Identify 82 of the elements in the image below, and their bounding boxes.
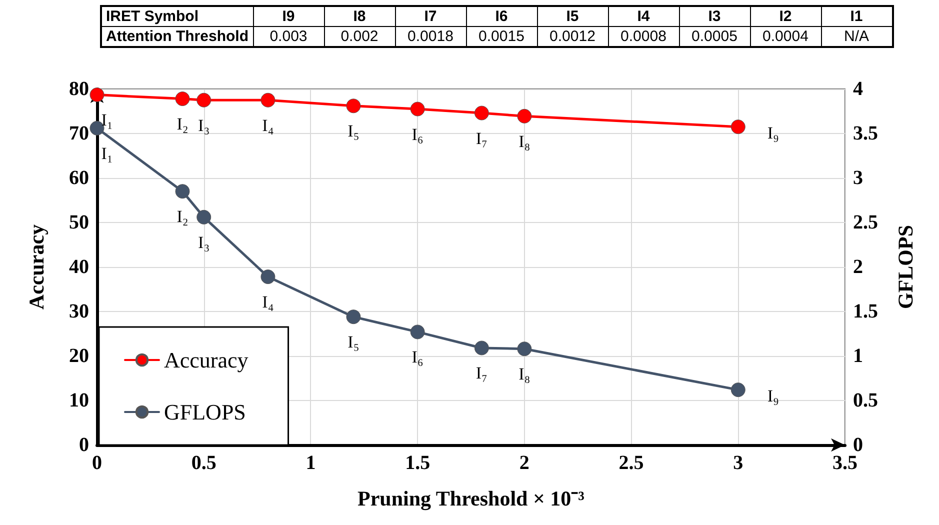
data-label: I₄ — [262, 116, 274, 135]
y-axis-title: Accuracy — [24, 224, 48, 310]
point — [474, 106, 489, 120]
text: 0.003 — [253, 26, 324, 47]
text: I8 — [324, 6, 395, 26]
y-tick-label: 40 — [69, 256, 89, 278]
y-tick-label: 20 — [69, 345, 89, 367]
x-tick-label: 2 — [519, 452, 530, 474]
data-label: I₅ — [348, 332, 360, 352]
point — [730, 120, 746, 134]
legend-label: GFLOPS — [164, 400, 246, 424]
data-label: I₁ — [101, 144, 113, 163]
point — [260, 270, 276, 284]
data-label: I₂ — [176, 114, 188, 134]
text: I2 — [750, 6, 821, 26]
y-tick-label: 30 — [69, 300, 89, 322]
text: IRET Symbol — [101, 6, 253, 26]
point — [410, 102, 425, 116]
text: I5 — [537, 6, 608, 26]
text: 0.0012 — [537, 26, 608, 47]
text: 0.0018 — [395, 26, 466, 47]
point — [517, 108, 532, 124]
data-label: I₉ — [767, 386, 780, 406]
y2-tick-label: 3.5 — [853, 122, 878, 144]
x-tick-label: 1 — [306, 452, 316, 474]
data-label: I₈ — [518, 364, 530, 384]
text: 0.0005 — [679, 26, 750, 47]
x-tick-label: 0.5 — [191, 452, 216, 474]
text: I7 — [395, 6, 466, 26]
y-tick-label: 70 — [69, 122, 89, 144]
point — [175, 92, 190, 106]
text: 0.0004 — [750, 26, 821, 47]
y2-axis-title: GFLOPS — [894, 224, 918, 310]
y-tick-label: 10 — [69, 390, 89, 412]
y-tick-label: 60 — [69, 167, 89, 189]
data-label: I₃ — [198, 116, 210, 135]
text: I1 — [821, 6, 892, 26]
x-tick-label: 3 — [733, 452, 744, 474]
point — [260, 92, 276, 108]
y2-tick-label: 2 — [853, 256, 863, 278]
text: I9 — [253, 6, 324, 26]
y-tick-label: 50 — [69, 212, 89, 234]
point — [730, 382, 746, 398]
y2-tick-label: 1.5 — [853, 300, 878, 322]
text: I4 — [608, 6, 679, 26]
y2-tick-label: 4 — [853, 78, 863, 100]
text: N/A — [821, 26, 892, 47]
point — [196, 92, 212, 108]
y-tick-label: 80 — [69, 78, 89, 100]
point — [196, 210, 212, 224]
text: Attention Threshold — [101, 26, 253, 47]
data-label: I₂ — [176, 207, 188, 226]
text: 0.0008 — [608, 26, 679, 47]
point — [346, 310, 361, 324]
data-label: I₇ — [476, 364, 488, 383]
y2-tick-label: 3 — [853, 167, 863, 189]
text: I3 — [679, 6, 750, 26]
y2-tick-label: 2.5 — [853, 212, 878, 234]
y2-tick-label: 0.5 — [853, 390, 878, 412]
text: 0.0015 — [466, 26, 537, 47]
x-axis-title: Pruning Threshold × 10⁻³ — [358, 486, 584, 510]
data-label: I₆ — [412, 124, 424, 144]
data-label: I₁ — [101, 110, 113, 130]
x-tick-label: 2.5 — [618, 452, 644, 474]
text: 0.002 — [324, 26, 395, 47]
point — [346, 98, 361, 114]
data-label: I₄ — [262, 292, 274, 312]
data-label: I₇ — [476, 128, 488, 148]
x-tick-label: 1.5 — [405, 452, 430, 474]
data-label: I₃ — [198, 232, 210, 252]
legend-label: Accuracy — [164, 348, 248, 372]
point — [517, 342, 532, 356]
data-label: I₉ — [767, 123, 780, 142]
y-tick-label: 0 — [79, 434, 89, 456]
text: I6 — [466, 6, 537, 26]
y2-tick-label: 1 — [853, 345, 863, 367]
point — [410, 324, 425, 340]
data-label: I₅ — [348, 122, 360, 141]
data-label: I₈ — [518, 132, 530, 151]
point — [175, 184, 190, 199]
point — [474, 340, 489, 356]
data-label: I₆ — [412, 348, 424, 367]
